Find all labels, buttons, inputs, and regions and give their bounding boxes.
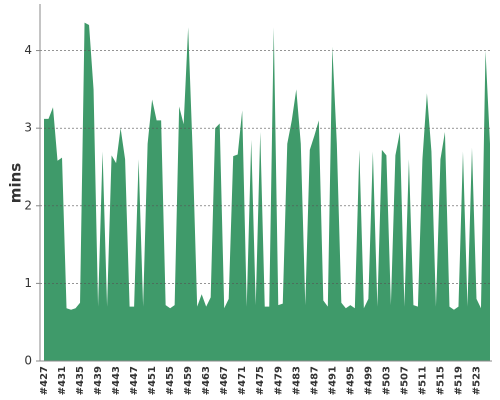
x-tick-label: #515 xyxy=(435,366,446,395)
x-tick-label: #475 xyxy=(255,366,266,395)
x-tick-label: #451 xyxy=(147,366,158,395)
x-tick-label: #439 xyxy=(93,366,104,395)
y-tick-label: 2 xyxy=(24,198,32,212)
x-tick-label: #455 xyxy=(165,366,176,395)
x-tick-label: #523 xyxy=(471,366,482,395)
x-tick-label: #479 xyxy=(273,366,284,395)
x-tick-label: #495 xyxy=(345,366,356,395)
y-tick-label: 1 xyxy=(24,276,32,290)
x-tick-label: #499 xyxy=(363,366,374,395)
x-tick-label: #447 xyxy=(129,366,140,395)
y-tick-label: 4 xyxy=(24,43,32,57)
x-tick-label: #463 xyxy=(201,366,212,395)
x-tick-label: #491 xyxy=(327,366,338,395)
y-axis-label: mins xyxy=(7,163,25,203)
x-tick-label: #467 xyxy=(219,366,230,395)
x-tick-label: #519 xyxy=(453,366,464,395)
x-tick-label: #459 xyxy=(183,366,194,395)
x-tick-label: #511 xyxy=(417,366,428,395)
x-tick-label: #471 xyxy=(237,366,248,395)
x-tick-label: #427 xyxy=(39,366,50,395)
x-tick-label: #507 xyxy=(399,366,410,395)
x-tick-label: #435 xyxy=(75,366,86,395)
x-tick-label: #483 xyxy=(291,366,302,395)
y-tick-label: 3 xyxy=(24,121,32,135)
y-tick-label: 0 xyxy=(24,354,32,368)
x-tick-label: #443 xyxy=(111,366,122,395)
x-tick-label: #487 xyxy=(309,366,320,395)
x-tick-label: #503 xyxy=(381,366,392,395)
x-tick-label: #431 xyxy=(57,366,68,395)
area xyxy=(44,22,490,361)
